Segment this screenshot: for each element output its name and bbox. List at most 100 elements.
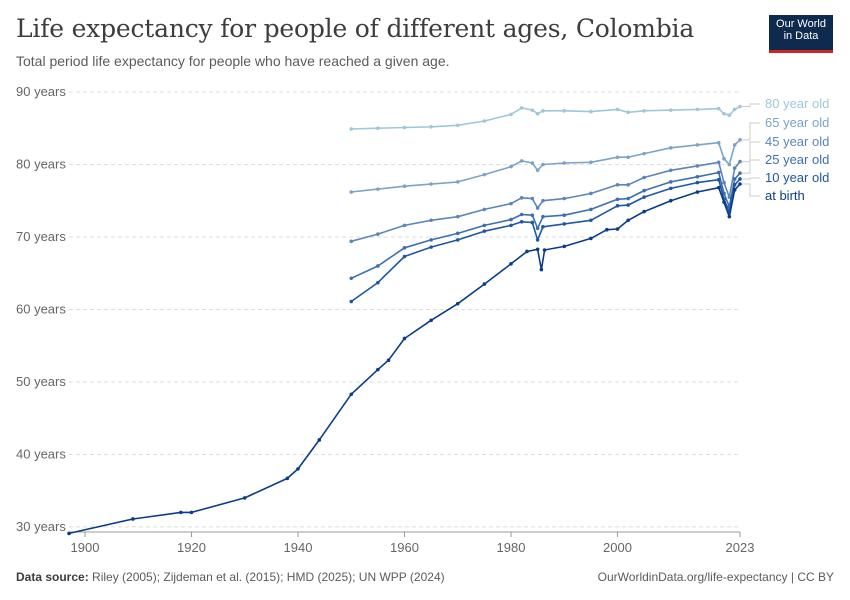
- data-point-65-year-old[interactable]: [482, 172, 487, 177]
- data-point-at-birth[interactable]: [668, 198, 673, 203]
- data-point-45-year-old[interactable]: [738, 159, 742, 164]
- data-point-45-year-old[interactable]: [716, 160, 721, 165]
- data-point-at-birth[interactable]: [189, 510, 194, 515]
- data-point-at-birth[interactable]: [67, 531, 71, 536]
- series-line-45-year-old[interactable]: [350, 161, 741, 243]
- data-point-10-year-old[interactable]: [732, 182, 737, 187]
- data-point-10-year-old[interactable]: [455, 238, 460, 242]
- data-point-80-year-old[interactable]: [535, 111, 540, 116]
- data-point-at-birth[interactable]: [535, 247, 540, 252]
- data-point-80-year-old[interactable]: [668, 108, 673, 112]
- data-point-10-year-old[interactable]: [642, 195, 646, 199]
- data-point-45-year-old[interactable]: [562, 196, 567, 201]
- data-point-at-birth[interactable]: [615, 227, 620, 231]
- data-point-at-birth[interactable]: [642, 209, 646, 214]
- data-point-10-year-old[interactable]: [562, 222, 567, 226]
- series-label-45-year-old[interactable]: 45 year old: [765, 134, 829, 149]
- data-point-25-year-old[interactable]: [519, 212, 524, 217]
- data-point-45-year-old[interactable]: [530, 196, 535, 201]
- data-point-10-year-old[interactable]: [482, 229, 487, 233]
- data-point-25-year-old[interactable]: [642, 188, 646, 193]
- data-point-10-year-old[interactable]: [738, 177, 742, 181]
- series-label-10-year-old[interactable]: 10 year old: [765, 170, 829, 185]
- data-point-25-year-old[interactable]: [626, 196, 630, 201]
- data-point-65-year-old[interactable]: [589, 160, 593, 165]
- data-point-at-birth[interactable]: [727, 214, 732, 219]
- data-point-45-year-old[interactable]: [455, 214, 460, 219]
- data-point-45-year-old[interactable]: [482, 207, 487, 212]
- data-point-80-year-old[interactable]: [642, 109, 646, 113]
- data-point-25-year-old[interactable]: [716, 170, 721, 175]
- data-point-at-birth[interactable]: [349, 392, 354, 397]
- data-point-at-birth[interactable]: [509, 261, 513, 266]
- data-point-80-year-old[interactable]: [402, 125, 407, 130]
- data-point-65-year-old[interactable]: [519, 159, 524, 163]
- data-point-65-year-old[interactable]: [626, 155, 630, 160]
- data-point-80-year-old[interactable]: [541, 109, 545, 113]
- data-point-at-birth[interactable]: [179, 510, 183, 515]
- data-point-25-year-old[interactable]: [615, 197, 620, 202]
- data-point-65-year-old[interactable]: [541, 162, 545, 167]
- data-point-80-year-old[interactable]: [429, 124, 433, 129]
- data-point-10-year-old[interactable]: [626, 203, 630, 207]
- data-point-at-birth[interactable]: [376, 367, 380, 372]
- data-point-65-year-old[interactable]: [402, 184, 407, 189]
- data-point-25-year-old[interactable]: [402, 246, 407, 250]
- data-point-25-year-old[interactable]: [732, 177, 737, 181]
- data-point-65-year-old[interactable]: [615, 155, 620, 160]
- data-point-at-birth[interactable]: [695, 190, 700, 194]
- data-point-at-birth[interactable]: [562, 244, 567, 249]
- data-point-at-birth[interactable]: [317, 438, 322, 442]
- data-point-10-year-old[interactable]: [535, 238, 540, 242]
- data-point-25-year-old[interactable]: [349, 276, 354, 281]
- data-point-at-birth[interactable]: [605, 227, 609, 232]
- data-point-at-birth[interactable]: [539, 267, 544, 272]
- data-point-at-birth[interactable]: [738, 182, 742, 186]
- data-point-10-year-old[interactable]: [716, 177, 721, 182]
- series-label-25-year-old[interactable]: 25 year old: [765, 152, 829, 167]
- data-point-25-year-old[interactable]: [429, 238, 433, 242]
- data-point-at-birth[interactable]: [716, 185, 721, 190]
- data-point-10-year-old[interactable]: [530, 220, 535, 225]
- series-line-25-year-old[interactable]: [350, 171, 741, 280]
- data-point-65-year-old[interactable]: [455, 180, 460, 184]
- data-point-at-birth[interactable]: [455, 301, 460, 306]
- data-point-65-year-old[interactable]: [562, 161, 567, 165]
- data-point-25-year-old[interactable]: [668, 180, 673, 184]
- data-point-80-year-old[interactable]: [530, 108, 535, 112]
- data-point-at-birth[interactable]: [542, 248, 547, 252]
- data-point-10-year-old[interactable]: [509, 223, 513, 228]
- data-point-80-year-old[interactable]: [519, 106, 524, 110]
- data-point-45-year-old[interactable]: [695, 164, 700, 168]
- data-point-80-year-old[interactable]: [626, 110, 630, 115]
- data-point-65-year-old[interactable]: [722, 156, 726, 161]
- data-point-25-year-old[interactable]: [482, 223, 487, 228]
- data-point-65-year-old[interactable]: [349, 190, 354, 194]
- data-point-10-year-old[interactable]: [695, 180, 700, 185]
- data-point-10-year-old[interactable]: [541, 225, 545, 229]
- data-point-25-year-old[interactable]: [695, 175, 700, 179]
- data-point-65-year-old[interactable]: [727, 162, 732, 167]
- data-point-45-year-old[interactable]: [722, 180, 726, 185]
- data-point-80-year-old[interactable]: [722, 111, 726, 116]
- data-point-45-year-old[interactable]: [376, 232, 380, 236]
- data-point-45-year-old[interactable]: [519, 196, 524, 200]
- data-point-45-year-old[interactable]: [732, 166, 737, 170]
- data-point-80-year-old[interactable]: [455, 123, 460, 128]
- data-point-10-year-old[interactable]: [589, 218, 593, 223]
- data-point-45-year-old[interactable]: [402, 223, 407, 228]
- data-point-45-year-old[interactable]: [589, 191, 593, 196]
- data-point-at-birth[interactable]: [429, 318, 433, 323]
- data-point-10-year-old[interactable]: [615, 204, 620, 208]
- data-point-65-year-old[interactable]: [695, 143, 700, 147]
- data-point-80-year-old[interactable]: [716, 106, 721, 111]
- data-point-80-year-old[interactable]: [349, 127, 354, 131]
- data-point-80-year-old[interactable]: [727, 113, 732, 117]
- series-line-80-year-old[interactable]: [351, 105, 741, 130]
- data-point-25-year-old[interactable]: [589, 207, 593, 212]
- data-point-65-year-old[interactable]: [738, 138, 742, 142]
- data-point-65-year-old[interactable]: [732, 143, 737, 147]
- data-point-10-year-old[interactable]: [402, 254, 407, 259]
- data-point-80-year-old[interactable]: [615, 107, 620, 112]
- data-point-80-year-old[interactable]: [509, 112, 513, 117]
